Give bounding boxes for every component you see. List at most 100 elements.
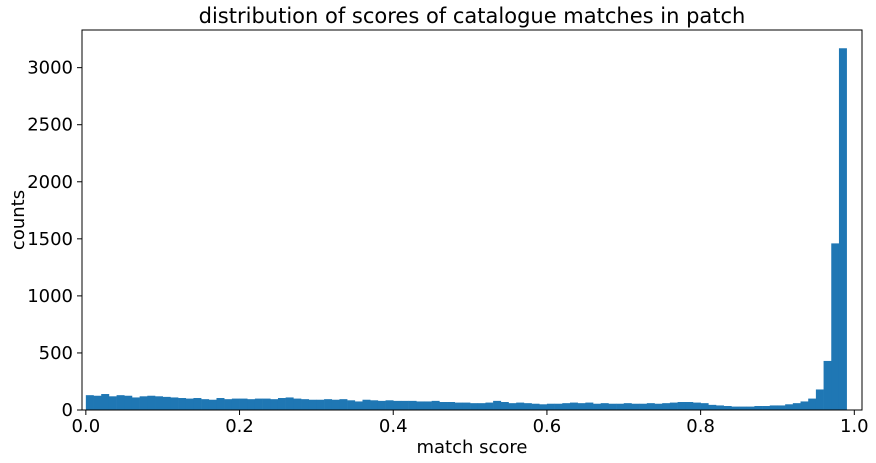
histogram-bar xyxy=(593,403,602,410)
histogram-bar xyxy=(477,403,486,410)
histogram-bar xyxy=(101,394,110,410)
histogram-bar xyxy=(823,360,832,410)
histogram-bar xyxy=(301,399,309,410)
histogram-bar xyxy=(270,399,279,410)
histogram-bar xyxy=(454,402,463,410)
histogram-bar xyxy=(239,398,248,410)
x-tick-label: 0.8 xyxy=(686,416,715,437)
x-tick-label: 0.4 xyxy=(379,416,408,437)
histogram-bar xyxy=(754,406,763,410)
histogram-bar xyxy=(600,403,609,410)
histogram-bar xyxy=(723,406,732,410)
chart-title: distribution of scores of catalogue matc… xyxy=(199,4,746,28)
histogram-bar xyxy=(416,401,425,410)
histogram-bar xyxy=(331,399,340,410)
y-tick-label: 1000 xyxy=(27,286,73,307)
histogram-bar xyxy=(116,395,125,410)
histogram-bar xyxy=(285,397,294,410)
histogram-bar xyxy=(431,400,440,410)
histogram-bar xyxy=(569,402,578,410)
histogram-bar xyxy=(400,400,409,410)
histogram-bar xyxy=(262,398,271,410)
histogram-bar xyxy=(623,403,632,410)
histogram-bar xyxy=(677,402,686,410)
histogram-bar xyxy=(108,396,117,410)
histogram-bar xyxy=(762,406,771,410)
histogram-bar xyxy=(654,403,663,410)
histogram-bar xyxy=(808,398,817,410)
y-tick-label: 3000 xyxy=(27,58,73,79)
histogram-bar xyxy=(231,398,240,410)
histogram-bar xyxy=(216,398,225,410)
histogram-bar xyxy=(800,401,809,410)
histogram-bar xyxy=(546,403,555,410)
histogram-bar xyxy=(470,403,479,410)
histogram-bar xyxy=(662,403,671,410)
histogram-bar xyxy=(485,402,494,410)
histogram-bar xyxy=(362,399,371,410)
histogram-bar xyxy=(324,399,333,410)
histogram-bar xyxy=(347,400,356,410)
histogram-bar xyxy=(224,399,233,410)
histogram-bar xyxy=(631,403,640,410)
histogram-bar xyxy=(201,399,210,410)
histogram-bar xyxy=(700,403,709,410)
histogram-bar xyxy=(815,389,824,410)
x-tick-label: 0.0 xyxy=(72,416,101,437)
histogram-bar xyxy=(408,400,417,410)
histogram-bar xyxy=(339,399,348,410)
histogram-bar xyxy=(531,403,540,410)
histogram-bar xyxy=(616,403,625,410)
histogram-bar xyxy=(162,396,171,410)
histogram-bar xyxy=(523,403,532,410)
histogram-bar xyxy=(193,398,202,410)
histogram-bar xyxy=(385,400,394,410)
histogram-bar xyxy=(608,403,617,410)
histogram-bar xyxy=(777,405,786,410)
histogram-bar xyxy=(493,400,502,410)
histogram-bar xyxy=(147,395,156,410)
histogram-bar xyxy=(539,404,548,410)
histogram-bar xyxy=(316,399,325,410)
histogram-bar xyxy=(370,400,379,410)
histogram-bar xyxy=(393,400,402,410)
x-axis-ticks: 0.0 0.2 0.4 0.6 0.8 1.0 xyxy=(72,410,869,437)
histogram-bar xyxy=(731,406,740,410)
histogram-bar xyxy=(685,402,694,410)
histogram-bar xyxy=(93,395,102,410)
histogram-bar xyxy=(508,403,517,410)
histogram-bar xyxy=(155,396,163,410)
histogram-bar xyxy=(377,400,386,410)
x-tick-label: 0.6 xyxy=(533,416,562,437)
histogram-bar xyxy=(85,395,94,410)
histogram-bar xyxy=(746,406,755,410)
histogram-bar xyxy=(447,402,456,410)
histogram-bar xyxy=(277,398,286,410)
histogram-bar xyxy=(254,398,263,410)
histogram-bar xyxy=(293,398,302,410)
histogram-bar xyxy=(354,401,363,410)
histogram-bar xyxy=(516,402,525,410)
histogram-bar xyxy=(247,399,256,410)
histogram-bar xyxy=(185,398,194,410)
histogram-bar xyxy=(562,403,571,410)
histogram-bars xyxy=(85,48,847,410)
y-axis-ticks: 0 500 1000 1500 2000 2500 3000 xyxy=(27,58,82,421)
histogram-bar xyxy=(639,403,648,410)
histogram-bar xyxy=(585,402,594,410)
histogram-bar xyxy=(669,402,678,410)
histogram-bar xyxy=(646,403,655,410)
histogram-bar xyxy=(439,402,448,410)
histogram-bar xyxy=(500,402,509,410)
y-tick-label: 500 xyxy=(39,343,73,364)
histogram-bar xyxy=(838,48,847,410)
histogram-bar xyxy=(692,402,701,410)
y-tick-label: 2500 xyxy=(27,115,73,136)
histogram-bar xyxy=(139,396,148,410)
y-tick-label: 2000 xyxy=(27,172,73,193)
histogram-bar xyxy=(131,397,140,410)
y-tick-label: 1500 xyxy=(27,229,73,250)
histogram-bar xyxy=(178,398,187,410)
plot-area-frame xyxy=(81,29,863,411)
x-tick-label: 1.0 xyxy=(840,416,869,437)
